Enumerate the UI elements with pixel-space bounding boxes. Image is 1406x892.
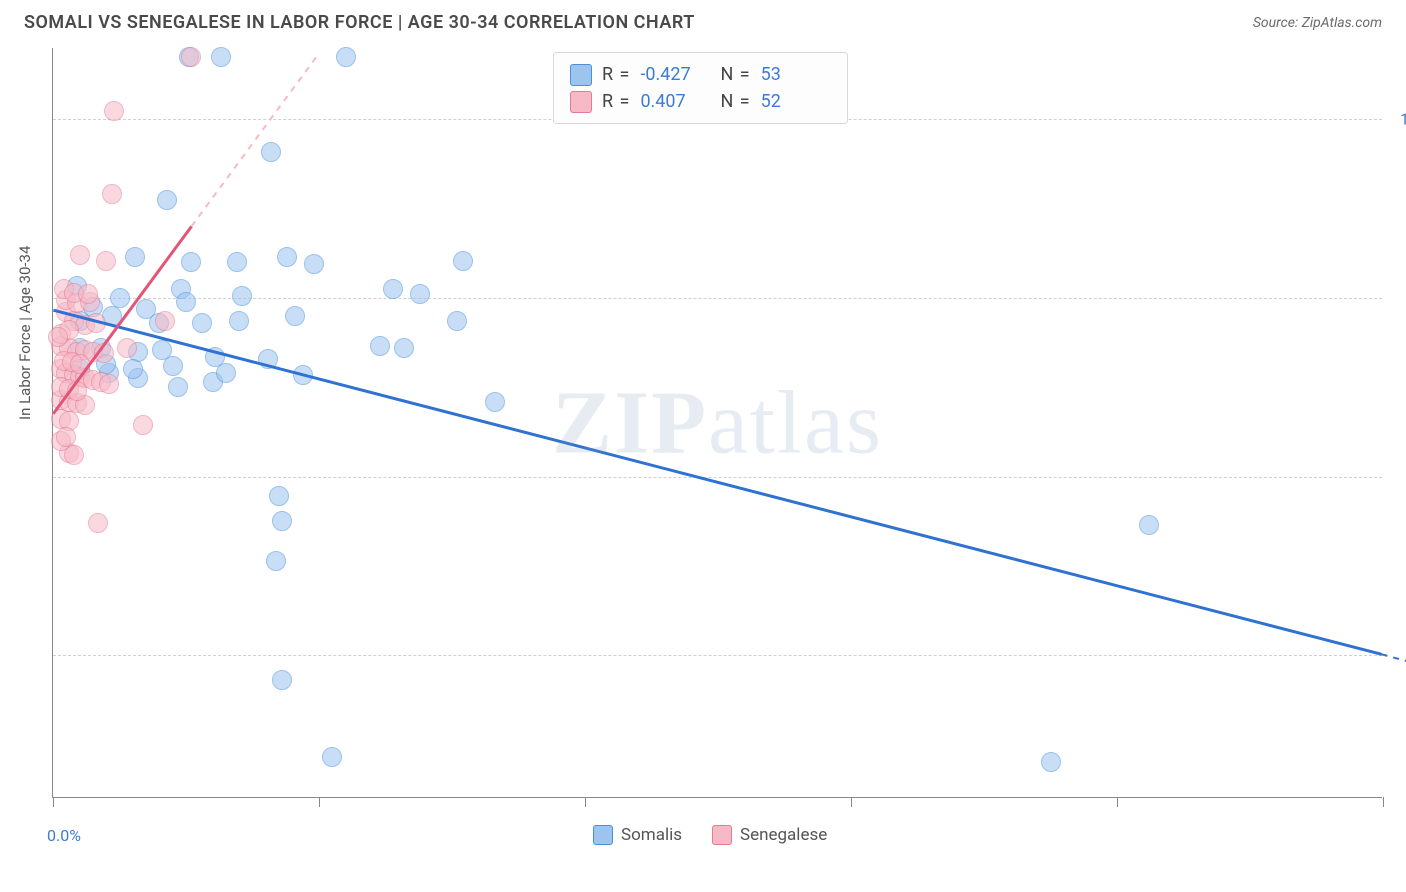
data-point: [70, 245, 90, 265]
data-point: [48, 327, 68, 347]
data-point: [1139, 515, 1159, 535]
data-point: [168, 377, 188, 397]
n-label: N =: [720, 88, 750, 115]
legend-stats: R = -0.427 N = 53 R = 0.407 N = 52: [553, 52, 848, 124]
data-point: [136, 299, 156, 319]
data-point: [123, 359, 143, 379]
data-point: [258, 349, 278, 369]
data-point: [181, 47, 201, 67]
legend-item: Senegalese: [712, 825, 827, 845]
data-point: [447, 311, 467, 331]
data-point: [192, 313, 212, 333]
data-point: [99, 374, 119, 394]
data-point: [163, 356, 183, 376]
regression-line: [1382, 654, 1406, 661]
n-value: 52: [761, 88, 831, 115]
plot-surface: 70.0%80.0%90.0%100.0%: [53, 48, 1382, 797]
legend-swatch: [570, 91, 592, 113]
legend-stat-row: R = -0.427 N = 53: [570, 61, 831, 88]
legend-stat-row: R = 0.407 N = 52: [570, 88, 831, 115]
x-tick: [1383, 797, 1384, 807]
data-point: [272, 670, 292, 690]
data-point: [227, 252, 247, 272]
legend-swatch: [570, 64, 592, 86]
data-point: [94, 343, 114, 363]
data-point: [1041, 752, 1061, 772]
data-point: [336, 47, 356, 67]
data-point: [285, 306, 305, 326]
n-label: N =: [720, 61, 750, 88]
y-tick-label: 100.0%: [1400, 110, 1406, 129]
r-value: 0.407: [640, 88, 710, 115]
data-point: [176, 292, 196, 312]
chart-header: SOMALI VS SENEGALESE IN LABOR FORCE | AG…: [0, 0, 1406, 41]
x-tick: [1117, 797, 1118, 807]
legend-label: Somalis: [621, 825, 682, 845]
data-point: [322, 747, 342, 767]
chart-source: Source: ZipAtlas.com: [1253, 15, 1382, 31]
data-point: [485, 392, 505, 412]
data-point: [269, 486, 289, 506]
data-point: [304, 254, 324, 274]
data-point: [453, 251, 473, 271]
data-point: [410, 284, 430, 304]
x-tick: [53, 797, 54, 807]
data-point: [211, 47, 231, 67]
chart-title: SOMALI VS SENEGALESE IN LABOR FORCE | AG…: [24, 12, 695, 33]
data-point: [293, 365, 313, 385]
data-point: [232, 286, 252, 306]
data-point: [383, 279, 403, 299]
legend-swatch: [712, 825, 732, 845]
data-point: [155, 311, 175, 331]
data-point: [370, 336, 390, 356]
r-value: -0.427: [640, 61, 710, 88]
gridline: [53, 655, 1382, 656]
data-point: [67, 381, 87, 401]
data-point: [266, 551, 286, 571]
legend-series: Somalis Senegalese: [593, 825, 827, 845]
x-axis-min-label: 0.0%: [47, 826, 81, 845]
data-point: [78, 284, 98, 304]
x-tick: [851, 797, 852, 807]
data-point: [70, 354, 90, 374]
data-point: [261, 142, 281, 162]
data-point: [272, 511, 292, 531]
data-point: [133, 415, 153, 435]
data-point: [56, 427, 76, 447]
data-point: [88, 513, 108, 533]
data-point: [277, 247, 297, 267]
r-label: R =: [602, 88, 630, 115]
chart-plot-area: 70.0%80.0%90.0%100.0% ZIPatlas R =-0.427…: [52, 48, 1382, 798]
data-point: [229, 311, 249, 331]
x-tick: [319, 797, 320, 807]
r-label: R =: [602, 61, 630, 88]
data-point: [394, 338, 414, 358]
n-value: 53: [761, 61, 831, 88]
gridline: [53, 298, 1382, 299]
legend-label: Senegalese: [740, 825, 827, 845]
data-point: [104, 101, 124, 121]
data-point: [181, 252, 201, 272]
legend-item: Somalis: [593, 825, 682, 845]
data-point: [157, 190, 177, 210]
x-tick: [585, 797, 586, 807]
data-point: [96, 251, 116, 271]
legend-swatch: [593, 825, 613, 845]
data-point: [125, 247, 145, 267]
data-point: [102, 184, 122, 204]
data-point: [110, 288, 130, 308]
gridline: [53, 477, 1382, 478]
data-point: [117, 338, 137, 358]
y-axis-title: In Labor Force | Age 30-34: [16, 246, 34, 420]
data-point: [216, 363, 236, 383]
data-point: [86, 313, 106, 333]
